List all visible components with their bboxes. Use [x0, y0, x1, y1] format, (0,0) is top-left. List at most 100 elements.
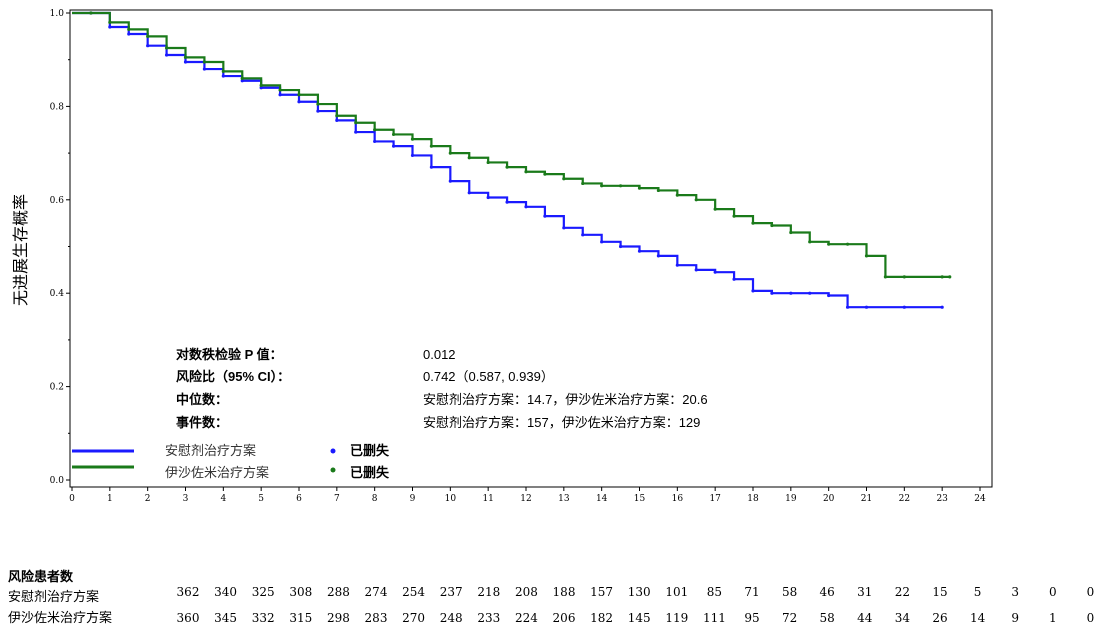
censor-point-0-8 — [221, 74, 225, 78]
risk-value-0-18: 31 — [857, 585, 872, 599]
censor-point-0-37 — [770, 291, 774, 295]
censor-point-0-20 — [448, 179, 452, 183]
censor-point-0-17 — [391, 144, 396, 148]
censor-point-1-44 — [902, 275, 906, 279]
x-tick-label-16: 16 — [672, 494, 684, 504]
risk-value-1-10: 206 — [553, 611, 576, 625]
x-axis: 0 1 2 3 4 5 6 7 8 9 10 11 12 13 14 15 16 17 18 19 20 21 22 23 24 — [69, 487, 986, 504]
y-tick-label-0: 0.0 — [50, 476, 65, 486]
y-tick-label-3: 0.6 — [50, 196, 65, 206]
risk-value-1-24: 0 — [1087, 611, 1095, 625]
censor-point-0-2 — [108, 25, 112, 29]
risk-value-1-2: 332 — [252, 611, 275, 625]
risk-value-1-5: 283 — [365, 611, 388, 625]
x-tick-label-5: 5 — [258, 494, 264, 504]
legend-censor-label-placebo: 已删失 — [350, 443, 390, 458]
censor-point-0-26 — [562, 226, 566, 230]
censor-point-1-38 — [789, 230, 793, 235]
risk-value-1-7: 248 — [440, 611, 463, 625]
y-axis: 0.0 0.2 0.4 0.6 0.8 1.0 — [50, 9, 70, 486]
x-tick-label-9: 9 — [410, 494, 416, 504]
x-tick-label-0: 0 — [69, 494, 75, 504]
x-tick-label-6: 6 — [296, 494, 302, 504]
risk-value-0-23: 0 — [1049, 585, 1057, 599]
censor-point-0-18 — [410, 153, 415, 158]
risk-value-1-12: 145 — [628, 611, 651, 625]
censor-point-0-23 — [505, 200, 509, 204]
censor-point-1-17 — [391, 132, 396, 137]
censor-point-1-34 — [713, 207, 717, 211]
risk-value-1-1: 345 — [214, 611, 237, 625]
stat-key-hr: 风险比（95% CI）： — [176, 369, 290, 384]
censor-point-1-18 — [410, 137, 415, 141]
legend-censor-marker-placebo — [330, 448, 336, 454]
risk-value-1-19: 34 — [895, 611, 911, 625]
x-tick-label-15: 15 — [634, 494, 646, 504]
risk-value-1-13: 119 — [665, 611, 688, 625]
censor-point-0-24 — [524, 205, 528, 209]
risk-value-0-6: 254 — [402, 585, 425, 599]
y-axis-label: 无进展生存概率 — [11, 194, 30, 306]
censor-point-1-2 — [108, 20, 112, 24]
censor-point-1-24 — [524, 170, 528, 174]
censor-point-1-26 — [562, 177, 566, 181]
stat-value-events: 安慰剂治疗方案：157，伊沙佐米治疗方案：129 — [423, 415, 700, 430]
censor-point-1-20 — [448, 151, 452, 155]
x-tick-label-24: 24 — [974, 494, 986, 504]
censor-point-1-28 — [600, 184, 604, 188]
risk-value-0-19: 22 — [895, 585, 910, 599]
risk-value-0-22: 3 — [1011, 585, 1019, 599]
censor-point-1-33 — [694, 198, 698, 202]
x-tick-label-3: 3 — [183, 494, 189, 504]
censor-point-1-39 — [808, 240, 812, 244]
x-tick-label-14: 14 — [596, 494, 608, 504]
censor-point-0-12 — [297, 100, 301, 104]
censor-point-0-29 — [618, 244, 623, 249]
legend-censor-marker-ixazomib — [330, 467, 336, 473]
risk-value-1-23: 1 — [1049, 611, 1057, 625]
censor-point-1-10 — [259, 83, 263, 87]
censor-point-0-30 — [637, 249, 642, 253]
censor-point-1-27 — [581, 181, 585, 186]
legend: 安慰剂治疗方案 已删失 伊沙佐米治疗方案 已删失 — [72, 443, 390, 481]
x-tick-label-23: 23 — [936, 494, 948, 504]
censor-point-0-38 — [789, 291, 793, 295]
x-tick-label-4: 4 — [220, 494, 226, 504]
risk-value-0-13: 101 — [665, 585, 688, 599]
censor-point-1-3 — [127, 27, 131, 31]
censor-point-1-43 — [883, 275, 888, 279]
risk-value-0-10: 188 — [553, 585, 576, 599]
risk-value-1-9: 224 — [515, 611, 538, 625]
censor-point-0-43 — [902, 305, 906, 309]
censor-point-1-30 — [637, 186, 642, 190]
censor-point-0-42 — [864, 305, 869, 309]
censor-point-1-40 — [827, 242, 831, 246]
censor-point-0-34 — [713, 270, 717, 274]
risk-value-0-24: 0 — [1087, 585, 1095, 599]
risk-table: 风险患者数 安慰剂治疗方案 伊沙佐米治疗方案 362 340 325 308 288 27… — [8, 569, 1094, 626]
censor-point-1-46 — [948, 275, 952, 279]
risk-table-values: 362 340 325 308 288 274 254 237 218 208 188 157 130 1… — [177, 585, 1095, 625]
stat-value-hr: 0.742（0.587, 0.939） — [423, 369, 554, 384]
risk-value-1-21: 14 — [970, 611, 986, 625]
censor-point-0-3 — [127, 32, 131, 36]
censor-point-1-23 — [505, 165, 509, 169]
censor-point-1-19 — [429, 144, 434, 148]
censor-point-1-13 — [316, 102, 320, 106]
x-tick-label-8: 8 — [372, 494, 378, 504]
censor-point-1-8 — [221, 69, 225, 73]
y-tick-label-1: 0.2 — [50, 383, 64, 393]
risk-value-0-1: 340 — [214, 585, 237, 599]
censor-point-1-11 — [278, 88, 282, 92]
stat-value-pvalue: 0.012 — [423, 347, 456, 362]
x-tick-label-10: 10 — [445, 494, 457, 504]
risk-value-1-11: 182 — [590, 611, 613, 625]
x-tick-label-19: 19 — [785, 494, 797, 504]
risk-value-1-3: 315 — [289, 611, 312, 625]
stat-key-pvalue: 对数秩检验 P 值： — [176, 347, 283, 362]
censor-point-1-31 — [656, 188, 661, 193]
censor-point-1-6 — [183, 55, 188, 59]
series-line-1 — [72, 11, 950, 278]
risk-value-1-4: 298 — [327, 611, 350, 625]
